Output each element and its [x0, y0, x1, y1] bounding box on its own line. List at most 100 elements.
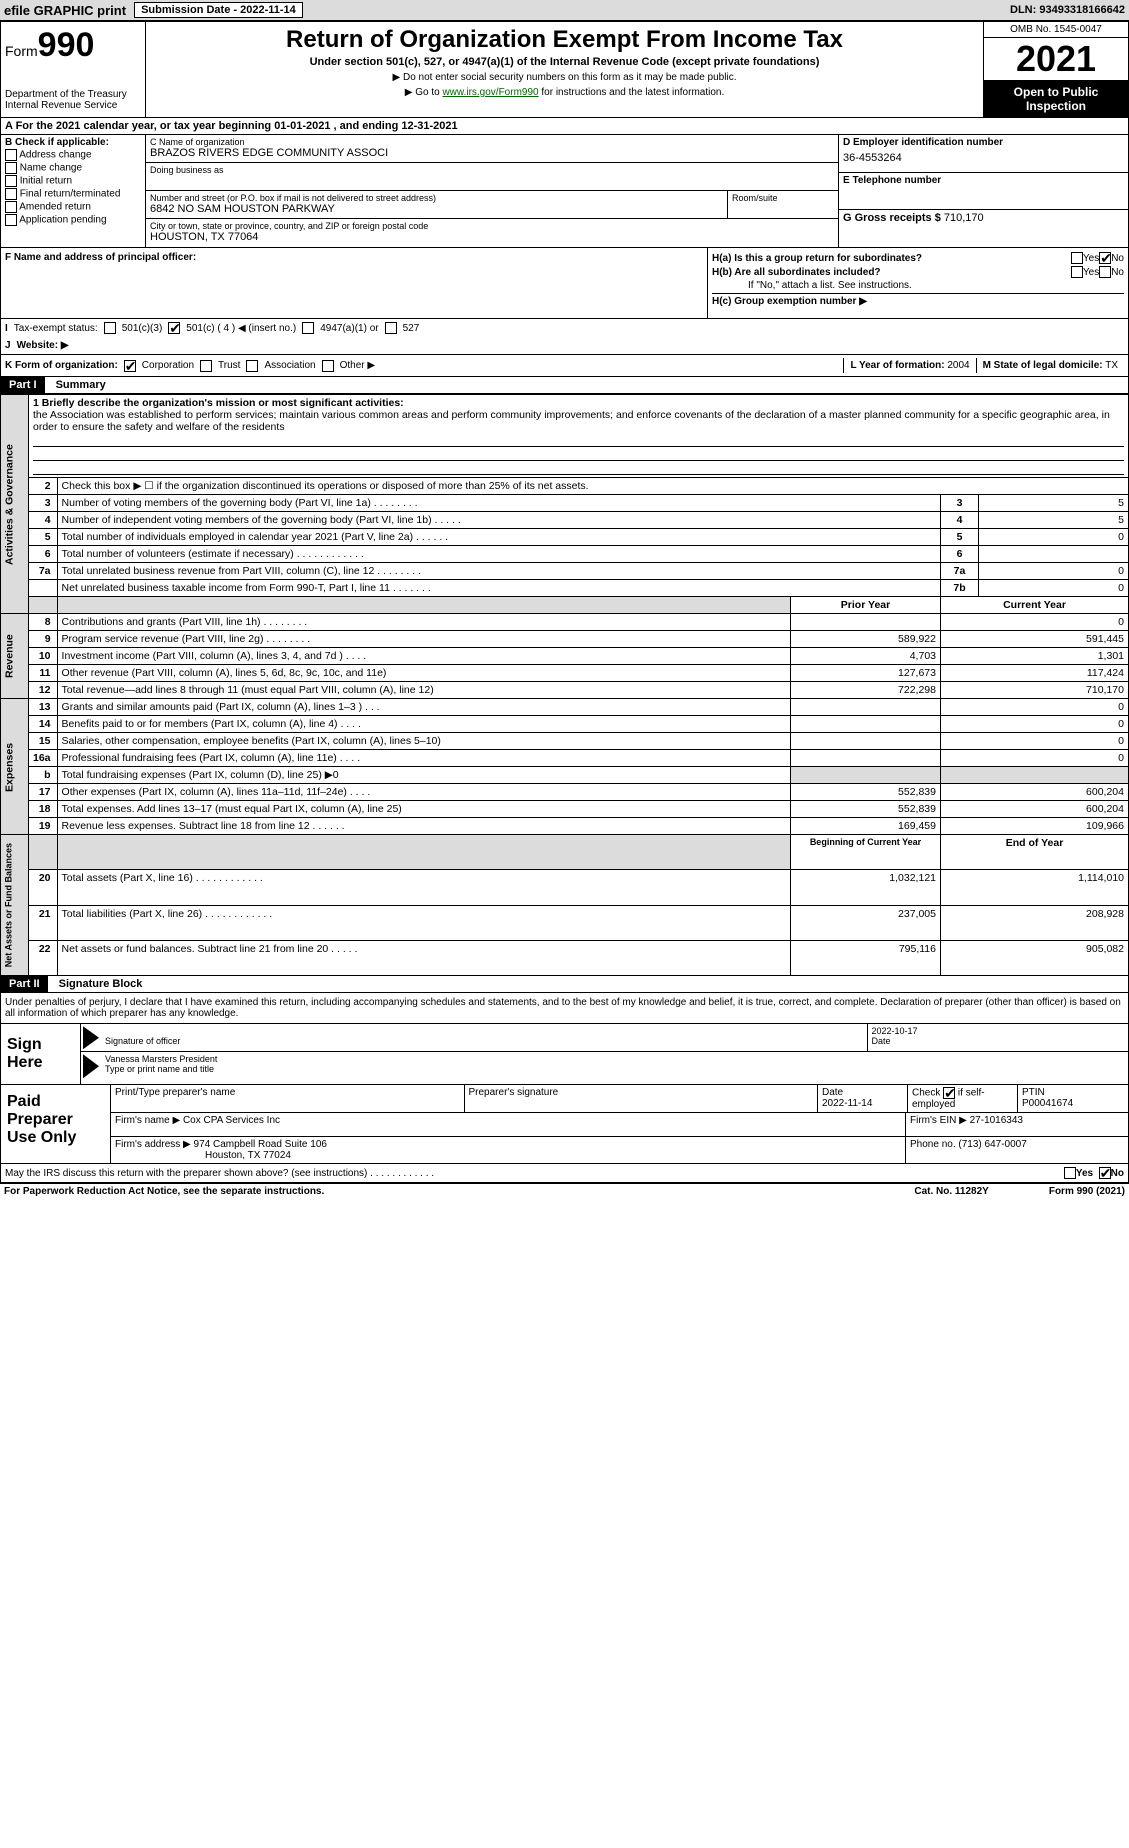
sign-here: Sign Here — [1, 1024, 81, 1084]
side-revenue: Revenue — [1, 614, 29, 699]
line16a-py — [791, 750, 941, 767]
irs-label: Internal Revenue Service — [5, 100, 141, 111]
o-527: 527 — [403, 323, 420, 334]
line5-val: 0 — [979, 529, 1129, 546]
box-b-header: B Check if applicable: — [5, 137, 141, 148]
line3-num: 3 — [941, 495, 979, 512]
firm-lbl: Firm's name ▶ — [115, 1115, 180, 1126]
discuss-no[interactable] — [1099, 1167, 1111, 1179]
line15-cy: 0 — [941, 733, 1129, 750]
dept-treasury: Department of the Treasury — [5, 89, 141, 100]
city-label: City or town, state or province, country… — [150, 221, 834, 231]
opt-final: Final return/terminated — [20, 189, 121, 200]
ha-yes-lbl: Yes — [1083, 253, 1099, 264]
hb-no[interactable] — [1099, 266, 1111, 278]
line17-cy: 600,204 — [941, 784, 1129, 801]
chk-initial[interactable]: Initial return — [5, 175, 141, 187]
line19-cy: 109,966 — [941, 818, 1129, 835]
form-footer: Form 990 (2021) — [1049, 1186, 1125, 1197]
chk-corp[interactable] — [124, 360, 136, 372]
discuss-yes[interactable] — [1064, 1167, 1076, 1179]
chk-527[interactable] — [385, 322, 397, 334]
part2-header-row: Part II Signature Block — [0, 976, 1129, 993]
room-label: Room/suite — [732, 193, 778, 203]
line20-cy: 1,114,010 — [941, 870, 1129, 905]
line22-desc: Net assets or fund balances. Subtract li… — [57, 940, 790, 975]
line22-py: 795,116 — [791, 940, 941, 975]
line10-desc: Investment income (Part VIII, column (A)… — [57, 648, 790, 665]
irs-link[interactable]: www.irs.gov/Form990 — [442, 87, 538, 98]
chk-pending[interactable]: Application pending — [5, 214, 141, 226]
opt-pend: Application pending — [19, 215, 106, 226]
line4-val: 5 — [979, 512, 1129, 529]
arrow-icon — [83, 1026, 99, 1049]
paid-preparer-label: Paid Preparer Use Only — [1, 1085, 111, 1163]
section-bcdeg: B Check if applicable: Address change Na… — [0, 135, 1129, 248]
line9-py: 589,922 — [791, 631, 941, 648]
period-text: A For the 2021 calendar year, or tax yea… — [5, 120, 458, 132]
discuss-yes-lbl: Yes — [1076, 1168, 1093, 1179]
chk-trust[interactable] — [200, 360, 212, 372]
chk-final[interactable]: Final return/terminated — [5, 188, 141, 200]
chk-501c[interactable] — [168, 322, 180, 334]
ssn-note: ▶ Do not enter social security numbers o… — [154, 72, 975, 83]
year-formation-lbl: L Year of formation: — [850, 360, 944, 371]
sig-date-lbl: Date — [872, 1036, 891, 1046]
tax-status-label: Tax-exempt status: — [14, 323, 98, 334]
tax-year: 2021 — [984, 38, 1128, 81]
form-org-label: K Form of organization: — [5, 360, 118, 371]
sign-here-block: Sign Here Signature of officer 2022-10-1… — [0, 1024, 1129, 1085]
firm-phone: (713) 647-0007 — [958, 1139, 1026, 1150]
eoy-hdr: End of Year — [941, 835, 1129, 870]
chk-501c3[interactable] — [104, 322, 116, 334]
officer-name: Vanessa Marsters President — [105, 1054, 217, 1064]
prep-date-lbl: Date — [822, 1087, 843, 1098]
line13-desc: Grants and similar amounts paid (Part IX… — [57, 699, 790, 716]
form-subtitle: Under section 501(c), 527, or 4947(a)(1)… — [154, 56, 975, 68]
officer-label: F Name and address of principal officer: — [5, 252, 196, 263]
line12-py: 722,298 — [791, 682, 941, 699]
line16b-desc: Total fundraising expenses (Part IX, col… — [57, 767, 790, 784]
chk-self-employed[interactable] — [943, 1087, 955, 1099]
line14-desc: Benefits paid to or for members (Part IX… — [57, 716, 790, 733]
line12-desc: Total revenue—add lines 8 through 11 (mu… — [57, 682, 790, 699]
ha-no[interactable] — [1099, 252, 1111, 264]
firm-addr-lbl: Firm's address ▶ — [115, 1139, 191, 1150]
check-lbl: Check — [912, 1088, 940, 1099]
o-501c3: 501(c)(3) — [122, 323, 163, 334]
firm-name: Cox CPA Services Inc — [183, 1115, 280, 1126]
line21-py: 237,005 — [791, 905, 941, 940]
firm-addr1: 974 Campbell Road Suite 106 — [194, 1139, 327, 1150]
chk-amended[interactable]: Amended return — [5, 201, 141, 213]
note2-post: for instructions and the latest informat… — [539, 87, 725, 98]
street-address: 6842 NO SAM HOUSTON PARKWAY — [150, 203, 723, 215]
line7b-desc: Net unrelated business taxable income fr… — [57, 580, 940, 597]
line7b-num: 7b — [941, 580, 979, 597]
form-num: 990 — [38, 26, 95, 64]
chk-name-change[interactable]: Name change — [5, 162, 141, 174]
row-j: J Website: ▶ — [0, 337, 1129, 355]
line4-desc: Number of independent voting members of … — [57, 512, 940, 529]
submission-date: Submission Date - 2022-11-14 — [134, 2, 303, 18]
line18-cy: 600,204 — [941, 801, 1129, 818]
paid-preparer-block: Paid Preparer Use Only Print/Type prepar… — [0, 1085, 1129, 1164]
line8-desc: Contributions and grants (Part VIII, lin… — [57, 614, 790, 631]
chk-address-change[interactable]: Address change — [5, 149, 141, 161]
chk-4947[interactable] — [302, 322, 314, 334]
line3-desc: Number of voting members of the governin… — [57, 495, 940, 512]
hb-yes[interactable] — [1071, 266, 1083, 278]
gross-receipts: 710,170 — [944, 212, 984, 224]
ha-yes[interactable] — [1071, 252, 1083, 264]
line16a-cy: 0 — [941, 750, 1129, 767]
o-4947: 4947(a)(1) or — [320, 323, 378, 334]
chk-other[interactable] — [322, 360, 334, 372]
current-year-hdr: Current Year — [941, 597, 1129, 614]
tax-period: A For the 2021 calendar year, or tax yea… — [0, 118, 1129, 135]
line14-cy: 0 — [941, 716, 1129, 733]
firm-ein: 27-1016343 — [970, 1115, 1023, 1126]
chk-assoc[interactable] — [246, 360, 258, 372]
top-bar: efile GRAPHIC print Submission Date - 20… — [0, 0, 1129, 20]
cat-no: Cat. No. 11282Y — [914, 1186, 988, 1197]
line21-desc: Total liabilities (Part X, line 26) . . … — [57, 905, 790, 940]
line21-cy: 208,928 — [941, 905, 1129, 940]
